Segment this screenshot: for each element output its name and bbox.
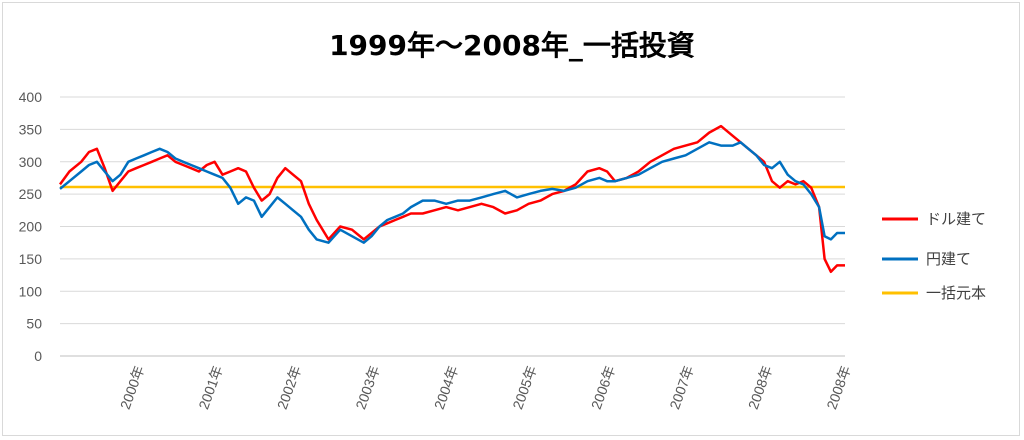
y-tick-label: 200 <box>19 219 43 235</box>
y-tick-label: 0 <box>34 348 42 364</box>
x-tick-label: 2003年 <box>352 364 382 412</box>
y-tick-label: 400 <box>19 89 43 105</box>
x-tick-label: 2008年 <box>823 364 853 412</box>
x-tick-label: 2002年 <box>274 364 304 412</box>
y-tick-label: 350 <box>19 121 43 137</box>
legend-label: ドル建て <box>926 211 986 228</box>
y-tick-label: 300 <box>19 154 43 170</box>
x-tick-label: 2008年 <box>745 364 775 412</box>
x-axis-ticks: 2000年 2001年 2002年 2003年 2004年 2005年 2006年 2007年… <box>117 364 854 412</box>
series-line-usd <box>58 124 845 274</box>
x-tick-label: 2001年 <box>195 364 225 412</box>
y-tick-label: 150 <box>19 251 43 267</box>
x-tick-label: 2007年 <box>666 364 696 412</box>
x-tick-label: 2000年 <box>117 364 147 412</box>
x-tick-label: 2004年 <box>431 364 461 412</box>
x-tick-label: 2005年 <box>509 364 539 412</box>
x-tick-label: 2006年 <box>588 364 618 412</box>
y-tick-label: 50 <box>26 316 42 332</box>
y-axis-ticks: 0 50 100 150 200 250 300 350 400 <box>19 89 43 364</box>
y-tick-label: 100 <box>19 283 43 299</box>
legend-label: 円建て <box>926 251 971 268</box>
gridlines <box>60 96 845 357</box>
y-tick-label: 250 <box>19 186 43 202</box>
series-line-jpy <box>59 141 845 244</box>
chart-title: 1999年～2008年_一括投資 <box>329 29 695 62</box>
legend-label: 一括元本 <box>926 285 986 302</box>
series-lines <box>58 124 845 274</box>
